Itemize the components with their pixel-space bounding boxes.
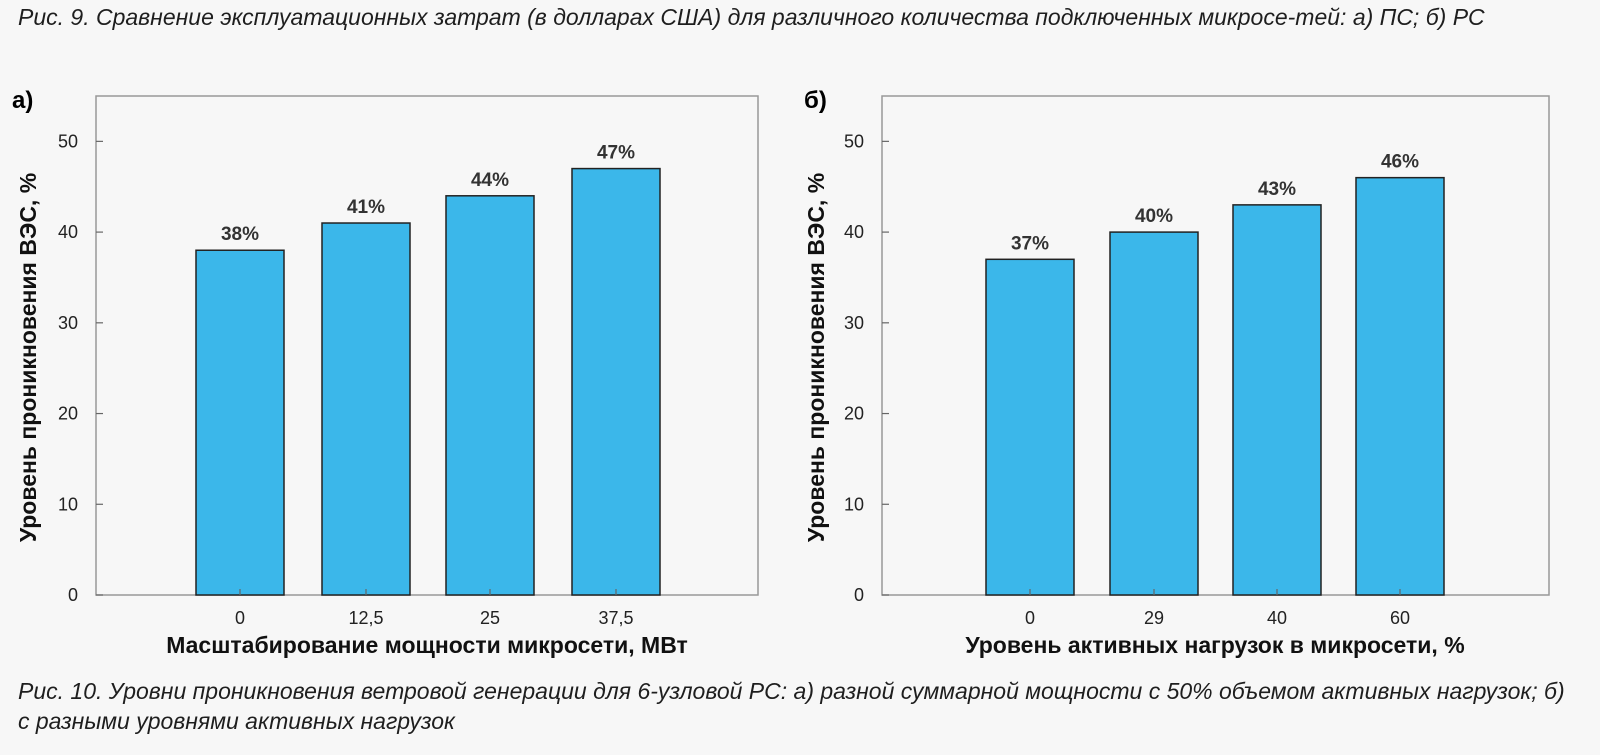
data-label: 46% — [1381, 152, 1419, 173]
y-tick-label: 20 — [844, 404, 864, 424]
x-tick-label: 37,5 — [598, 608, 633, 628]
y-tick-label: 0 — [68, 585, 78, 605]
data-label: 38% — [221, 224, 259, 245]
plot-frame — [95, 95, 759, 596]
y-tick-label: 30 — [58, 313, 78, 333]
plot-frame — [881, 95, 1550, 596]
y-tick-label: 0 — [854, 585, 864, 605]
data-label: 40% — [1135, 206, 1173, 227]
x-tick-label: 40 — [1267, 608, 1287, 628]
bar — [1109, 231, 1199, 596]
figure-10-charts: а) 0 10 20 30 40 50 38% 0 41% 12,5 44% 25 47% 37,5 Масш… — [12, 87, 1550, 658]
x-tick-label: 25 — [480, 608, 500, 628]
bar — [571, 167, 661, 596]
data-label: 37% — [1011, 233, 1049, 254]
y-tick-label: 40 — [844, 222, 864, 242]
y-tick-label: 40 — [58, 222, 78, 242]
bar — [1355, 176, 1445, 596]
data-label: 44% — [471, 170, 509, 191]
x-tick-label: 12,5 — [348, 608, 383, 628]
figure-9-caption: Рис. 9. Сравнение эксплуатационных затра… — [18, 4, 1485, 30]
x-tick-label: 60 — [1390, 608, 1410, 628]
figure-10-caption: Рис. 10. Уровни проникновения ветровой г… — [18, 678, 1565, 734]
data-label: 43% — [1258, 179, 1296, 200]
bar — [195, 249, 285, 596]
chart-panel-2: б) 0 10 20 30 40 50 37% 0 40% 29 43% 40 46% 60 Уровень … — [803, 87, 1550, 658]
chart-panel-1: а) 0 10 20 30 40 50 38% 0 41% 12,5 44% 25 47% 37,5 Масш… — [12, 87, 759, 658]
data-label: 47% — [597, 143, 635, 164]
y-axis-title: Уровень проникновения ВЭС, % — [803, 173, 829, 542]
bar — [445, 195, 535, 596]
bar — [985, 258, 1075, 596]
y-tick-label: 10 — [58, 494, 78, 514]
y-tick-label: 10 — [844, 494, 864, 514]
bar — [1232, 204, 1322, 596]
y-axis-title: Уровень проникновения ВЭС, % — [15, 173, 41, 542]
panel-letter: б) — [804, 87, 827, 114]
x-tick-label: 29 — [1144, 608, 1164, 628]
x-axis-title: Уровень активных нагрузок в микросети, % — [965, 632, 1464, 658]
bar — [321, 222, 411, 596]
data-label: 41% — [347, 197, 385, 218]
x-axis-title: Масштабирование мощности микросети, МВт — [166, 632, 688, 658]
y-tick-label: 50 — [844, 131, 864, 151]
x-tick-label: 0 — [235, 608, 245, 628]
y-tick-label: 20 — [58, 404, 78, 424]
x-tick-label: 0 — [1025, 608, 1035, 628]
y-tick-label: 50 — [58, 131, 78, 151]
y-tick-label: 30 — [844, 313, 864, 333]
panel-letter: а) — [12, 87, 33, 114]
